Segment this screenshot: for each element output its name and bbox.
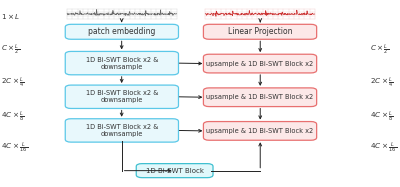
FancyBboxPatch shape (204, 88, 317, 107)
Text: $2C \times \frac{L}{4}$: $2C \times \frac{L}{4}$ (1, 76, 25, 90)
FancyBboxPatch shape (204, 24, 317, 39)
Text: 1D Bi-SWT Block x2 &
downsample: 1D Bi-SWT Block x2 & downsample (86, 124, 158, 137)
FancyBboxPatch shape (65, 119, 178, 142)
Text: Linear Projection: Linear Projection (228, 27, 292, 36)
Text: $4C \times \frac{L}{16}$: $4C \times \frac{L}{16}$ (1, 141, 28, 155)
Text: $4C \times \frac{L}{8}$: $4C \times \frac{L}{8}$ (1, 110, 25, 124)
Text: upsample & 1D Bi-SWT Block x2: upsample & 1D Bi-SWT Block x2 (206, 94, 314, 100)
FancyBboxPatch shape (65, 51, 178, 75)
Text: 1D Bi-SWT Block x2 &
downsample: 1D Bi-SWT Block x2 & downsample (86, 90, 158, 103)
FancyBboxPatch shape (204, 122, 317, 140)
FancyBboxPatch shape (204, 54, 317, 73)
Text: $2C \times \frac{L}{4}$: $2C \times \frac{L}{4}$ (370, 76, 394, 90)
Text: upsample & 1D Bi-SWT Block x2: upsample & 1D Bi-SWT Block x2 (206, 128, 314, 134)
FancyBboxPatch shape (65, 85, 178, 108)
Text: patch embedding: patch embedding (88, 27, 156, 36)
FancyBboxPatch shape (136, 164, 213, 178)
Text: 1D Bi-SWT Block: 1D Bi-SWT Block (146, 168, 204, 174)
FancyBboxPatch shape (65, 24, 178, 39)
Text: $4C \times \frac{L}{16}$: $4C \times \frac{L}{16}$ (370, 141, 398, 155)
Text: $4C \times \frac{L}{8}$: $4C \times \frac{L}{8}$ (370, 110, 394, 124)
Text: $C \times \frac{L}{2}$: $C \times \frac{L}{2}$ (370, 42, 390, 57)
Text: $1 \times L$: $1 \times L$ (1, 12, 20, 21)
Text: $C \times \frac{L}{2}$: $C \times \frac{L}{2}$ (1, 42, 20, 57)
Text: upsample & 1D Bi-SWT Block x2: upsample & 1D Bi-SWT Block x2 (206, 61, 314, 67)
Text: 1D Bi-SWT Block x2 &
downsample: 1D Bi-SWT Block x2 & downsample (86, 57, 158, 70)
